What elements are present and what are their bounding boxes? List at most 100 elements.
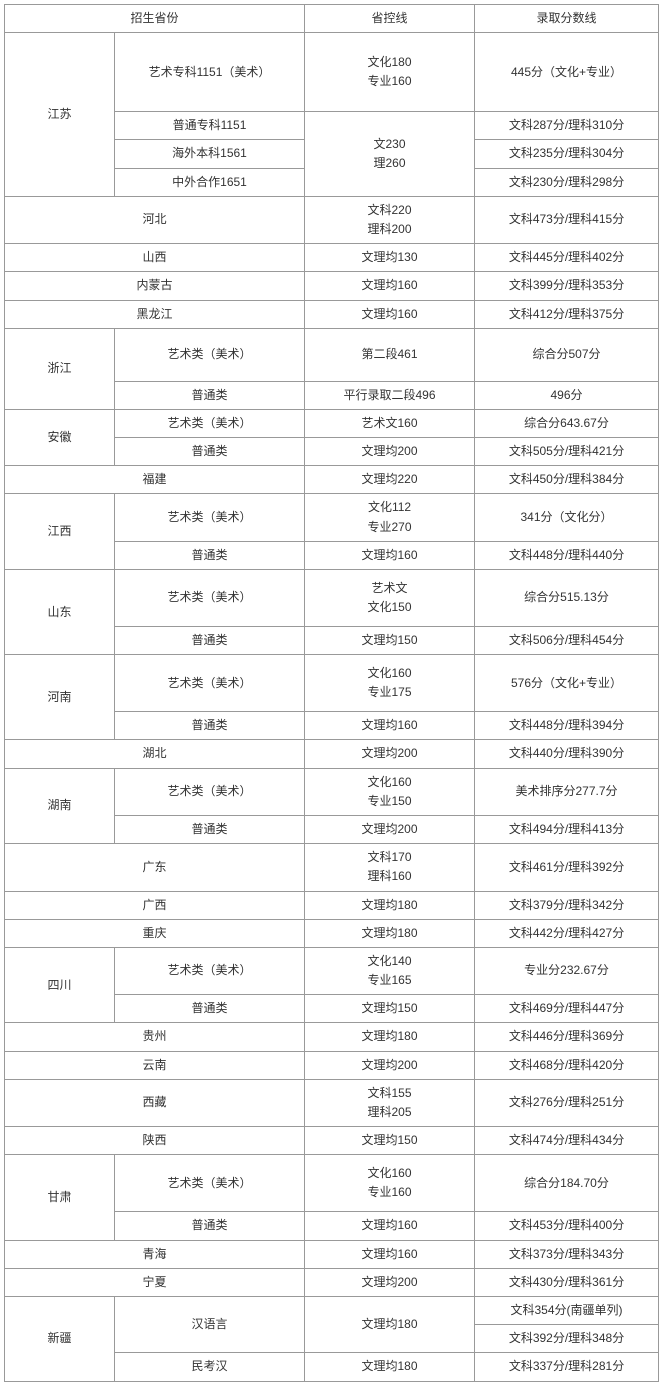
ctrl-shandong-2: 文理均150: [305, 627, 475, 655]
row-ningxia: 宁夏 文理均200 文科430分/理科361分: [5, 1268, 659, 1296]
province-shandong: 山东: [5, 570, 115, 655]
score-jiangxi-1: 341分（文化分）: [475, 494, 659, 541]
row-hunan-1: 湖南 艺术类（美术） 文化160专业150 美术排序分277.7分: [5, 768, 659, 815]
ctrl-hunan-1: 文化160专业150: [305, 768, 475, 815]
cat-hunan-2: 普通类: [115, 815, 305, 843]
cat-xinjiang-1: 汉语言: [115, 1296, 305, 1352]
ctrl-henan-2: 文理均160: [305, 712, 475, 740]
score-chongqing: 文科442分/理科427分: [475, 919, 659, 947]
ctrl-yunnan: 文理均200: [305, 1051, 475, 1079]
score-qinghai: 文科373分/理科343分: [475, 1240, 659, 1268]
province-jiangsu: 江苏: [5, 33, 115, 197]
score-shandong-2: 文科506分/理科454分: [475, 627, 659, 655]
score-xizang: 文科276分/理科251分: [475, 1079, 659, 1126]
row-guangxi: 广西 文理均180 文科379分/理科342分: [5, 891, 659, 919]
ctrl-henan-1: 文化160专业175: [305, 655, 475, 712]
score-xinjiang-1: 文科354分(南疆单列): [475, 1296, 659, 1324]
ctrl-anhui-2: 文理均200: [305, 438, 475, 466]
row-guizhou: 贵州 文理均180 文科446分/理科369分: [5, 1023, 659, 1051]
score-zhejiang-2: 496分: [475, 381, 659, 409]
row-xizang: 西藏 文科155理科205 文科276分/理科251分: [5, 1079, 659, 1126]
ctrl-chongqing: 文理均180: [305, 919, 475, 947]
row-qinghai: 青海 文理均160 文科373分/理科343分: [5, 1240, 659, 1268]
cat-jiangsu-4: 中外合作1651: [115, 168, 305, 196]
row-shandong-1: 山东 艺术类（美术） 艺术文文化150 综合分515.13分: [5, 570, 659, 627]
score-gansu-1: 综合分184.70分: [475, 1155, 659, 1212]
score-ningxia: 文科430分/理科361分: [475, 1268, 659, 1296]
ctrl-jiangsu-grp: 文230理260: [305, 112, 475, 197]
ctrl-sichuan-2: 文理均150: [305, 995, 475, 1023]
score-shanxi: 文科445分/理科402分: [475, 244, 659, 272]
province-neimeng: 内蒙古: [5, 272, 305, 300]
row-jiangsu-art: 江苏 艺术专科1151（美术） 文化180专业160 445分（文化+专业）: [5, 33, 659, 112]
province-hunan: 湖南: [5, 768, 115, 844]
province-jiangxi: 江西: [5, 494, 115, 570]
score-hubei: 文科440分/理科390分: [475, 740, 659, 768]
header-row: 招生省份 省控线 录取分数线: [5, 5, 659, 33]
score-anhui-1: 综合分643.67分: [475, 409, 659, 437]
cat-jiangsu-3: 海外本科1561: [115, 140, 305, 168]
province-ningxia: 宁夏: [5, 1268, 305, 1296]
row-zhejiang-1: 浙江 艺术类（美术） 第二段461 综合分507分: [5, 328, 659, 381]
ctrl-shandong-1: 艺术文文化150: [305, 570, 475, 627]
row-sichuan-1: 四川 艺术类（美术） 文化140专业165 专业分232.67分: [5, 947, 659, 994]
cat-henan-1: 艺术类（美术）: [115, 655, 305, 712]
ctrl-hunan-2: 文理均200: [305, 815, 475, 843]
cat-sichuan-1: 艺术类（美术）: [115, 947, 305, 994]
ctrl-guizhou: 文理均180: [305, 1023, 475, 1051]
score-yunnan: 文科468分/理科420分: [475, 1051, 659, 1079]
score-guangxi: 文科379分/理科342分: [475, 891, 659, 919]
ctrl-xinjiang-3: 文理均180: [305, 1353, 475, 1381]
province-xizang: 西藏: [5, 1079, 305, 1126]
ctrl-hubei: 文理均200: [305, 740, 475, 768]
cat-jiangsu-2: 普通专科1151: [115, 112, 305, 140]
province-heilong: 黑龙江: [5, 300, 305, 328]
ctrl-neimeng: 文理均160: [305, 272, 475, 300]
ctrl-gansu-1: 文化160专业160: [305, 1155, 475, 1212]
province-chongqing: 重庆: [5, 919, 305, 947]
province-guizhou: 贵州: [5, 1023, 305, 1051]
province-hebei: 河北: [5, 196, 305, 243]
row-henan-1: 河南 艺术类（美术） 文化160专业175 576分（文化+专业）: [5, 655, 659, 712]
cat-jiangsu-art: 艺术专科1151（美术）: [115, 33, 305, 112]
ctrl-shaanxi: 文理均150: [305, 1127, 475, 1155]
province-anhui: 安徽: [5, 409, 115, 465]
cat-shandong-2: 普通类: [115, 627, 305, 655]
cat-shandong-1: 艺术类（美术）: [115, 570, 305, 627]
header-control-line: 省控线: [305, 5, 475, 33]
row-fujian: 福建 文理均220 文科450分/理科384分: [5, 466, 659, 494]
row-heilong: 黑龙江 文理均160 文科412分/理科375分: [5, 300, 659, 328]
score-shandong-1: 综合分515.13分: [475, 570, 659, 627]
header-province: 招生省份: [5, 5, 305, 33]
ctrl-fujian: 文理均220: [305, 466, 475, 494]
cat-gansu-1: 艺术类（美术）: [115, 1155, 305, 1212]
province-zhejiang: 浙江: [5, 328, 115, 409]
cat-sichuan-2: 普通类: [115, 995, 305, 1023]
row-neimeng: 内蒙古 文理均160 文科399分/理科353分: [5, 272, 659, 300]
ctrl-anhui-1: 艺术文160: [305, 409, 475, 437]
score-heilong: 文科412分/理科375分: [475, 300, 659, 328]
score-zhejiang-1: 综合分507分: [475, 328, 659, 381]
cat-jiangxi-1: 艺术类（美术）: [115, 494, 305, 541]
row-guangdong: 广东 文科170理科160 文科461分/理科392分: [5, 844, 659, 891]
score-henan-1: 576分（文化+专业）: [475, 655, 659, 712]
ctrl-zhejiang-1: 第二段461: [305, 328, 475, 381]
score-xinjiang-3: 文科337分/理科281分: [475, 1353, 659, 1381]
score-fujian: 文科450分/理科384分: [475, 466, 659, 494]
province-yunnan: 云南: [5, 1051, 305, 1079]
ctrl-jiangxi-1: 文化112专业270: [305, 494, 475, 541]
header-admission-line: 录取分数线: [475, 5, 659, 33]
score-guizhou: 文科446分/理科369分: [475, 1023, 659, 1051]
ctrl-sichuan-1: 文化140专业165: [305, 947, 475, 994]
cat-zhejiang-2: 普通类: [115, 381, 305, 409]
score-hunan-1: 美术排序分277.7分: [475, 768, 659, 815]
province-gansu: 甘肃: [5, 1155, 115, 1240]
score-jiangsu-art: 445分（文化+专业）: [475, 33, 659, 112]
province-xinjiang: 新疆: [5, 1296, 115, 1381]
cat-xinjiang-3: 民考汉: [115, 1353, 305, 1381]
score-jiangsu-4: 文科230分/理科298分: [475, 168, 659, 196]
row-anhui-1: 安徽 艺术类（美术） 艺术文160 综合分643.67分: [5, 409, 659, 437]
score-neimeng: 文科399分/理科353分: [475, 272, 659, 300]
cat-henan-2: 普通类: [115, 712, 305, 740]
score-hebei: 文科473分/理科415分: [475, 196, 659, 243]
